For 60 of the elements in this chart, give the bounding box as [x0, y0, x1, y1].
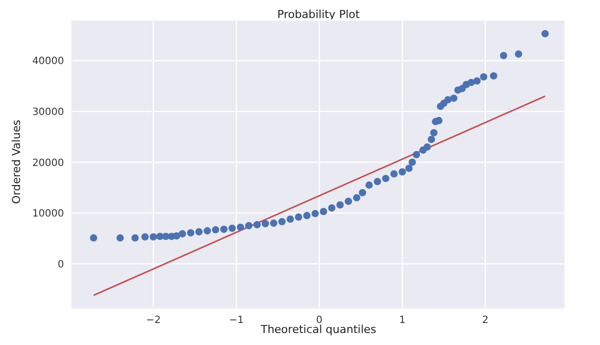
point: [178, 230, 186, 238]
point: [541, 30, 549, 38]
point: [328, 204, 336, 212]
point: [353, 194, 360, 202]
x-tick-label: 1: [399, 315, 406, 326]
point: [187, 229, 194, 236]
point: [358, 189, 366, 196]
point: [90, 234, 98, 242]
point: [212, 226, 220, 234]
point: [390, 170, 398, 178]
point: [220, 226, 228, 233]
y-axis-title: Ordered Values: [10, 120, 23, 204]
x-tick-label: 2: [482, 315, 489, 326]
y-tick-label: 0: [58, 259, 64, 270]
point: [141, 233, 149, 241]
point: [428, 136, 436, 144]
point: [514, 50, 522, 58]
point: [270, 220, 278, 227]
point: [150, 233, 157, 241]
x-tick-label: −1: [228, 315, 244, 326]
point: [131, 234, 139, 242]
point: [303, 212, 311, 220]
point: [374, 178, 382, 186]
point: [408, 158, 416, 166]
point: [398, 168, 406, 176]
point: [245, 222, 252, 230]
point: [430, 129, 438, 136]
y-tick-label: 30000: [32, 106, 64, 118]
point: [444, 96, 452, 104]
point: [490, 72, 498, 80]
y-tick-label: 40000: [32, 56, 64, 68]
point: [116, 234, 124, 242]
x-tick-label: −2: [146, 315, 161, 326]
point: [236, 224, 244, 231]
point: [278, 218, 286, 226]
point: [412, 150, 420, 158]
y-tick-label: 20000: [32, 158, 64, 169]
point: [312, 210, 319, 218]
chart-title: Probability Plot: [276, 8, 361, 21]
point: [382, 174, 390, 182]
point: [172, 232, 180, 240]
point: [336, 201, 344, 209]
point: [500, 52, 508, 60]
point: [424, 143, 431, 151]
point: [365, 181, 373, 189]
point: [344, 198, 352, 205]
point: [450, 94, 458, 102]
point: [195, 228, 203, 236]
point: [480, 73, 488, 81]
point: [286, 215, 294, 223]
point: [294, 213, 302, 221]
point: [262, 220, 270, 228]
point: [435, 116, 442, 124]
point: [320, 208, 328, 216]
point: [473, 77, 481, 85]
point: [204, 227, 211, 234]
point: [253, 221, 261, 228]
point: [228, 224, 236, 232]
y-tick-label: 10000: [32, 208, 64, 220]
point: [405, 164, 413, 172]
